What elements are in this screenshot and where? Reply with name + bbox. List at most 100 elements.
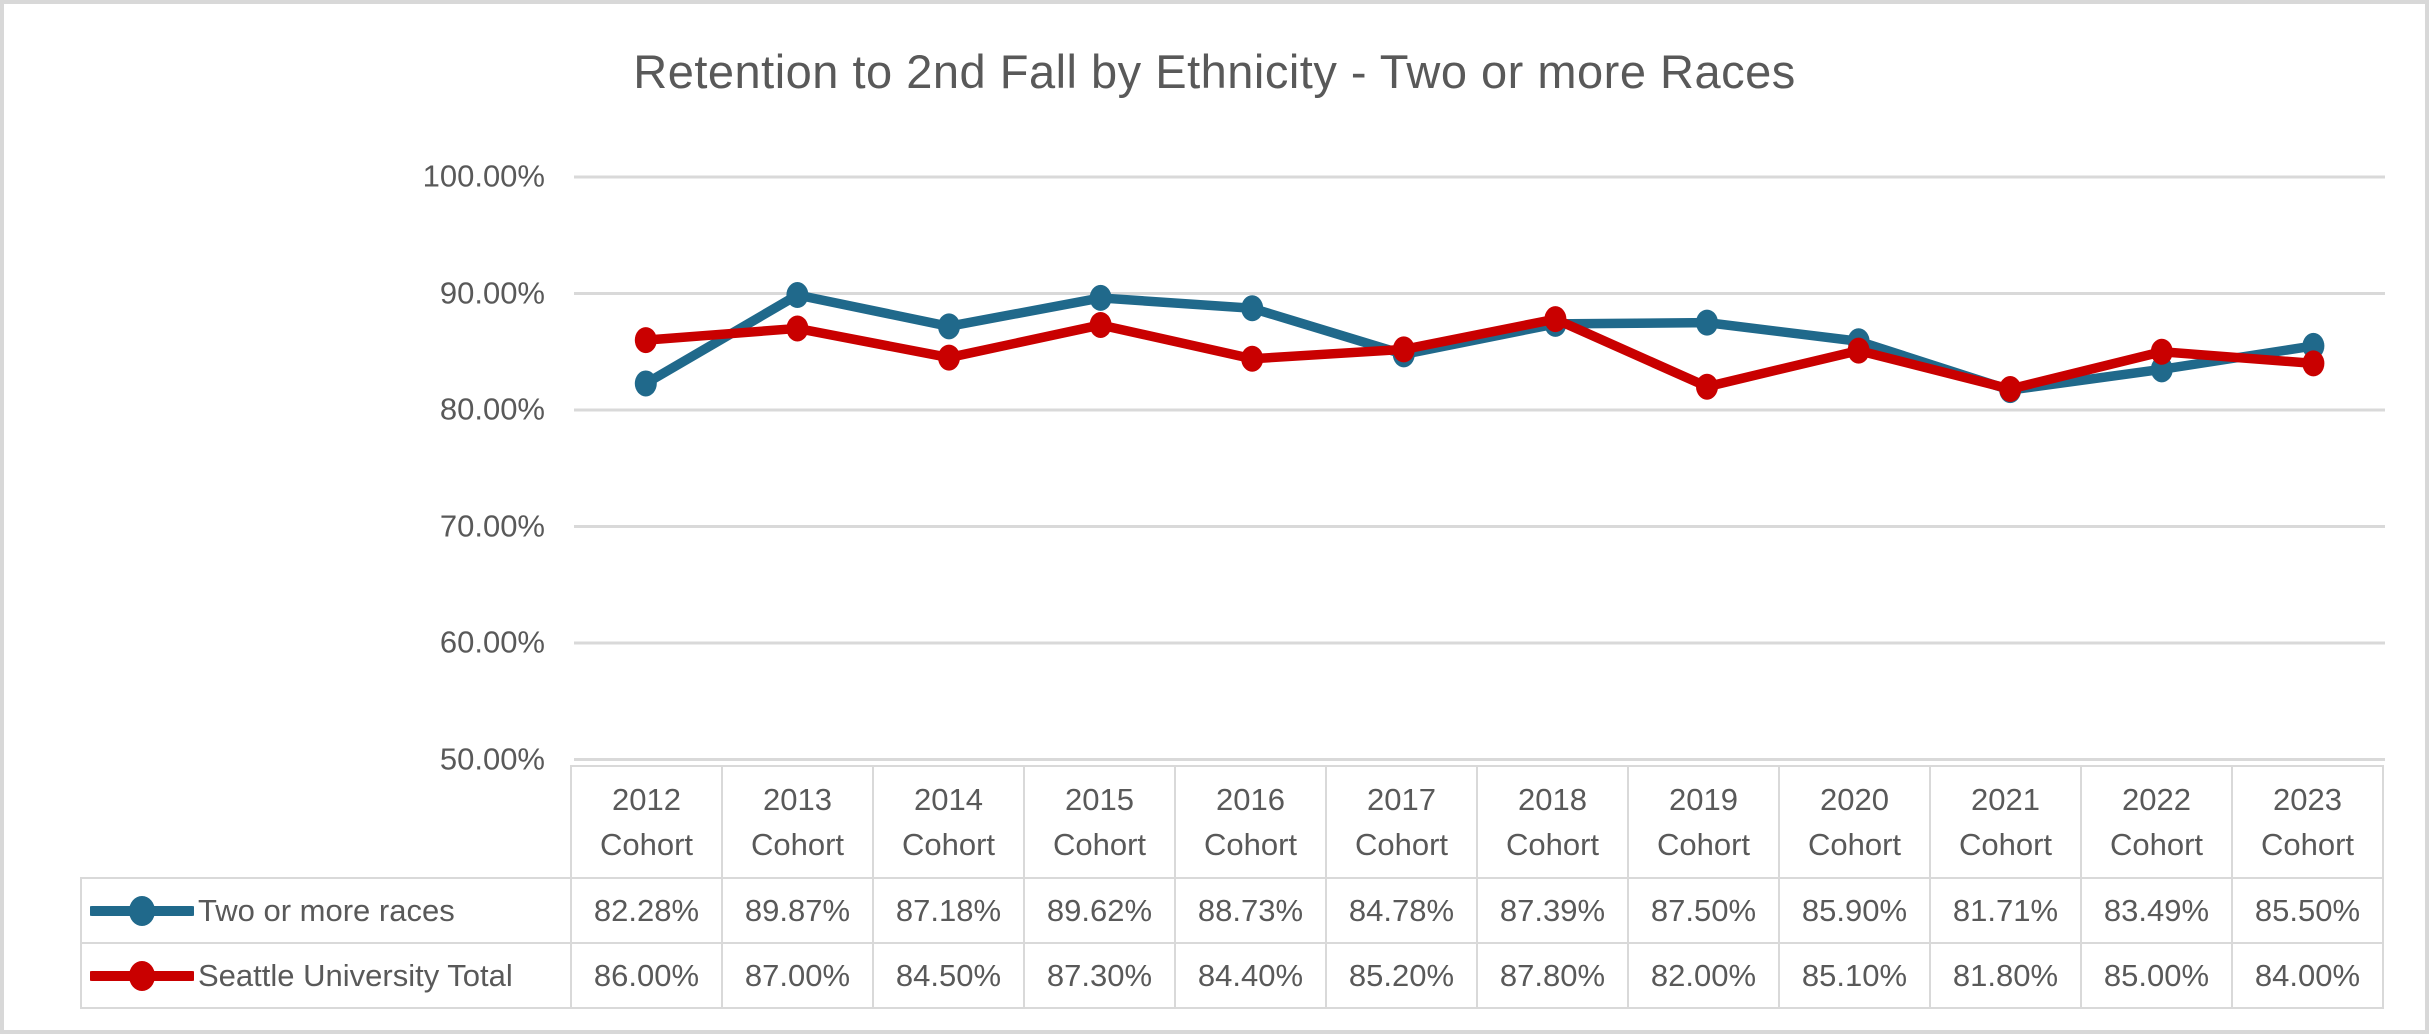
header-suffix: Cohort [1656, 827, 1751, 862]
header-suffix: Cohort [2109, 827, 2204, 862]
column-header-2019: 2019 Cohort [1627, 765, 1780, 879]
data-point-marker [786, 282, 809, 309]
value-cell: 81.71% [1929, 877, 2082, 944]
header-suffix: Cohort [901, 827, 996, 862]
value-cell: 84.40% [1174, 942, 1327, 1009]
chart-title: Retention to 2nd Fall by Ethnicity - Two… [633, 45, 1796, 98]
value-cell: 87.50% [1627, 877, 1780, 944]
plot-area [574, 175, 2385, 761]
column-header-2012: 2012 Cohort [570, 765, 723, 879]
header-year: 2016 [1216, 782, 1285, 817]
header-year: 2014 [914, 782, 983, 817]
table-row-0: Two or more races 82.28% 89.87% 87.18% 89.62… [80, 877, 2384, 944]
data-table: 2012 Cohort 2013 Cohort 2014 Cohort 2015 Cohort… [80, 765, 2384, 1009]
value-cell: 86.00% [570, 942, 723, 1009]
y-axis-tick-label: 90.00% [439, 274, 545, 310]
data-point-marker [1847, 337, 1870, 364]
data-point-marker [2150, 338, 2173, 365]
legend-label: Two or more races [198, 892, 455, 928]
y-axis-tick-label: 100.00% [422, 158, 545, 194]
series-line-1 [641, 314, 2319, 394]
data-point-marker [786, 315, 809, 342]
data-point-marker [634, 370, 657, 397]
value-cell: 85.50% [2231, 877, 2384, 944]
column-header-2021: 2021 Cohort [1929, 765, 2082, 879]
header-suffix: Cohort [1354, 827, 1449, 862]
header-year: 2020 [1820, 782, 1889, 817]
header-year: 2022 [2122, 782, 2191, 817]
column-header-2022: 2022 Cohort [2080, 765, 2233, 879]
y-axis-tick-label: 60.00% [439, 624, 545, 660]
legend-entry: Seattle University Total [82, 958, 570, 994]
data-point-marker [634, 327, 657, 354]
y-axis-tick-label: 80.00% [439, 391, 545, 427]
header-suffix: Cohort [1807, 827, 1902, 862]
header-suffix: Cohort [1505, 827, 1600, 862]
column-header-2015: 2015 Cohort [1023, 765, 1176, 879]
data-point-marker [1544, 306, 1567, 333]
header-suffix: Cohort [2260, 827, 2355, 862]
data-point-marker [1241, 295, 1264, 322]
legend-line-marker-icon [90, 895, 194, 926]
legend-label: Seattle University Total [198, 957, 513, 993]
value-cell: 87.80% [1476, 942, 1629, 1009]
column-header-2020: 2020 Cohort [1778, 765, 1931, 879]
header-year: 2013 [763, 782, 832, 817]
column-header-2013: 2013 Cohort [721, 765, 874, 879]
value-cell: 87.18% [872, 877, 1025, 944]
data-point-marker [1696, 373, 1718, 400]
table-blank-corner [81, 766, 571, 878]
data-point-marker [1089, 311, 1112, 338]
legend-cell-0: Two or more races [80, 877, 572, 944]
y-axis-tick-label: 50.00% [439, 740, 545, 776]
value-cell: 82.28% [570, 877, 723, 944]
header-year: 2021 [1971, 782, 2040, 817]
value-cell: 84.50% [872, 942, 1025, 1009]
value-cell: 85.90% [1778, 877, 1931, 944]
column-header-2016: 2016 Cohort [1174, 765, 1327, 879]
value-cell: 87.30% [1023, 942, 1176, 1009]
value-cell: 82.00% [1627, 942, 1780, 1009]
header-year: 2019 [1669, 782, 1738, 817]
header-year: 2018 [1518, 782, 1587, 817]
legend-cell-1: Seattle University Total [80, 942, 572, 1009]
header-year: 2017 [1367, 782, 1436, 817]
value-cell: 83.49% [2080, 877, 2233, 944]
value-cell: 84.78% [1325, 877, 1478, 944]
data-point-marker [1241, 345, 1264, 372]
table-row-1: Seattle University Total 86.00% 87.00% 84.5… [80, 942, 2384, 1009]
header-suffix: Cohort [1958, 827, 2053, 862]
value-cell: 85.00% [2080, 942, 2233, 1009]
data-point-marker [2302, 350, 2325, 377]
column-header-2023: 2023 Cohort [2231, 765, 2384, 879]
value-cell: 87.00% [721, 942, 874, 1009]
data-point-marker [1999, 376, 2022, 403]
legend-entry: Two or more races [82, 893, 570, 929]
header-suffix: Cohort [1052, 827, 1147, 862]
value-cell: 88.73% [1174, 877, 1327, 944]
header-year: 2015 [1065, 782, 1134, 817]
column-header-2014: 2014 Cohort [872, 765, 1025, 879]
legend-line-marker-icon [90, 960, 194, 991]
header-year: 2023 [2273, 782, 2342, 817]
y-axis-tick-label: 70.00% [439, 507, 545, 543]
column-header-2017: 2017 Cohort [1325, 765, 1478, 879]
data-point-marker [1392, 336, 1415, 363]
value-cell: 85.20% [1325, 942, 1478, 1009]
data-point-marker [938, 344, 960, 371]
data-point-marker [938, 313, 960, 340]
value-cell: 89.62% [1023, 877, 1176, 944]
value-cell: 87.39% [1476, 877, 1629, 944]
column-header-2018: 2018 Cohort [1476, 765, 1629, 879]
value-cell: 85.10% [1778, 942, 1931, 1009]
value-cell: 89.87% [721, 877, 874, 944]
value-cell: 84.00% [2231, 942, 2384, 1009]
table-header-row: 2012 Cohort 2013 Cohort 2014 Cohort 2015 Cohort… [81, 765, 2384, 879]
header-suffix: Cohort [750, 827, 845, 862]
value-cell: 81.80% [1929, 942, 2082, 1009]
header-suffix: Cohort [599, 827, 694, 862]
header-suffix: Cohort [1203, 827, 1298, 862]
data-point-marker [1089, 284, 1112, 311]
header-year: 2012 [612, 782, 681, 817]
